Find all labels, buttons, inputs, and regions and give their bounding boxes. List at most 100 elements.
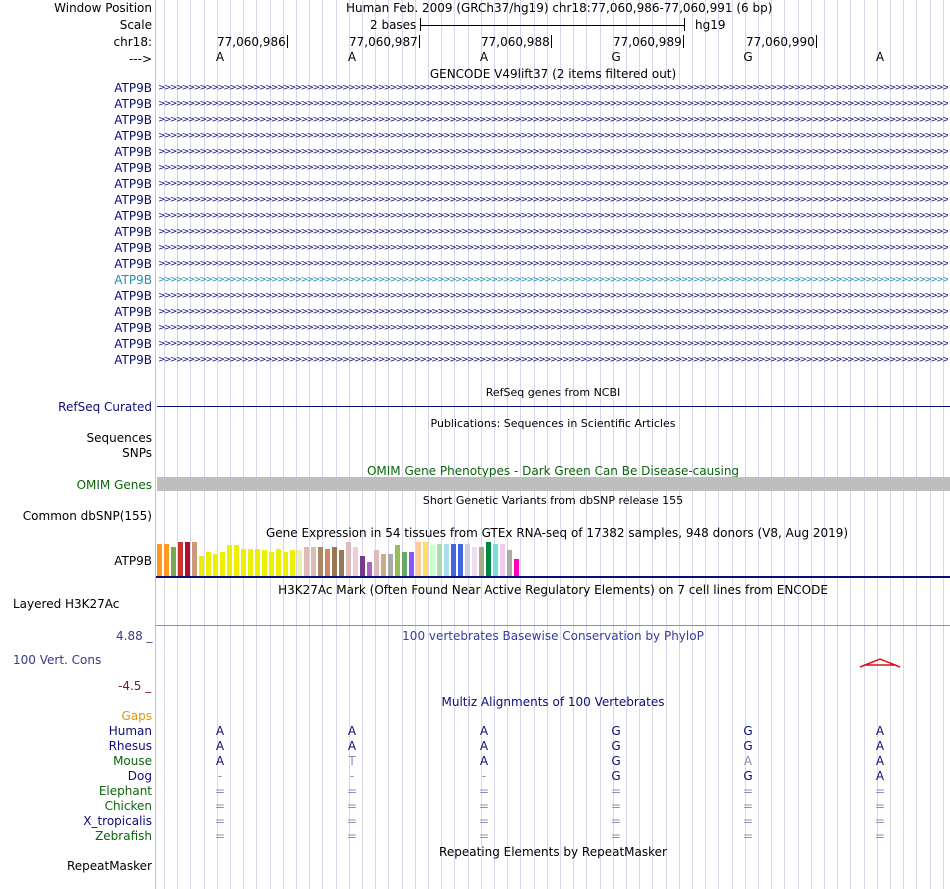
gaps-label[interactable]: Gaps: [121, 709, 152, 723]
gtex-tissue-bar[interactable]: [283, 552, 288, 576]
gtex-tissue-bar[interactable]: [290, 550, 295, 576]
gtex-tissue-bar[interactable]: [157, 544, 162, 576]
multiz-species-label[interactable]: Rhesus: [108, 739, 152, 753]
gencode-gene-label[interactable]: ATP9B: [114, 161, 152, 175]
multiz-species-label[interactable]: Elephant: [98, 784, 152, 798]
gtex-tissue-bar[interactable]: [325, 549, 330, 576]
refseq-gene-line[interactable]: [157, 406, 950, 407]
gencode-gene-label[interactable]: ATP9B: [114, 257, 152, 271]
gtex-tissue-bar[interactable]: [514, 559, 519, 576]
gencode-transcript[interactable]: >>>>>>>>>>>>>>>>>>>>>>>>>>>>>>>>>>>>>>>>…: [158, 244, 948, 253]
gtex-tissue-bar[interactable]: [409, 552, 414, 576]
dbsnp-label[interactable]: Common dbSNP(155): [22, 509, 152, 523]
gencode-gene-label[interactable]: ATP9B: [114, 225, 152, 239]
gtex-tissue-bar[interactable]: [486, 542, 491, 576]
gtex-tissue-bar[interactable]: [255, 549, 260, 576]
gtex-tissue-bar[interactable]: [297, 550, 302, 576]
gencode-gene-label[interactable]: ATP9B: [114, 193, 152, 207]
refseq-label[interactable]: RefSeq Curated: [58, 400, 152, 414]
gencode-transcript[interactable]: >>>>>>>>>>>>>>>>>>>>>>>>>>>>>>>>>>>>>>>>…: [158, 340, 948, 349]
gtex-tissue-bar[interactable]: [444, 544, 449, 576]
multiz-species-label[interactable]: Mouse: [113, 754, 152, 768]
gencode-transcript[interactable]: >>>>>>>>>>>>>>>>>>>>>>>>>>>>>>>>>>>>>>>>…: [158, 324, 948, 333]
gtex-tissue-bar[interactable]: [332, 547, 337, 576]
gencode-transcript[interactable]: >>>>>>>>>>>>>>>>>>>>>>>>>>>>>>>>>>>>>>>>…: [158, 100, 948, 109]
gtex-tissue-bar[interactable]: [234, 545, 239, 576]
gencode-gene-label[interactable]: ATP9B: [114, 321, 152, 335]
gtex-tissue-bar[interactable]: [360, 556, 365, 576]
gtex-tissue-bar[interactable]: [164, 544, 169, 576]
h3k27ac-label[interactable]: Layered H3K27Ac: [13, 597, 120, 611]
gtex-tissue-bar[interactable]: [353, 547, 358, 576]
gtex-label[interactable]: ATP9B: [114, 554, 152, 568]
gtex-tissue-bar[interactable]: [269, 552, 274, 576]
gencode-transcript[interactable]: >>>>>>>>>>>>>>>>>>>>>>>>>>>>>>>>>>>>>>>>…: [158, 116, 948, 125]
repeatmasker-label[interactable]: RepeatMasker: [66, 859, 152, 873]
gencode-transcript[interactable]: >>>>>>>>>>>>>>>>>>>>>>>>>>>>>>>>>>>>>>>>…: [158, 276, 948, 285]
gtex-tissue-bar[interactable]: [346, 542, 351, 576]
gtex-tissue-bar[interactable]: [402, 552, 407, 576]
gtex-tissue-bar[interactable]: [199, 556, 204, 576]
gencode-gene-label[interactable]: ATP9B: [114, 337, 152, 351]
gtex-tissue-bar[interactable]: [276, 549, 281, 576]
gtex-tissue-bar[interactable]: [479, 547, 484, 576]
gencode-transcript[interactable]: >>>>>>>>>>>>>>>>>>>>>>>>>>>>>>>>>>>>>>>>…: [158, 228, 948, 237]
gencode-gene-label[interactable]: ATP9B: [114, 273, 152, 287]
gtex-tissue-bar[interactable]: [304, 547, 309, 576]
gtex-tissue-bar[interactable]: [241, 549, 246, 576]
gtex-tissue-bar[interactable]: [311, 547, 316, 576]
gencode-transcript[interactable]: >>>>>>>>>>>>>>>>>>>>>>>>>>>>>>>>>>>>>>>>…: [158, 212, 948, 221]
gtex-tissue-bar[interactable]: [437, 544, 442, 576]
gtex-tissue-bar[interactable]: [248, 549, 253, 576]
gtex-tissue-bar[interactable]: [339, 550, 344, 576]
sequences-label[interactable]: Sequences: [86, 431, 152, 445]
gencode-gene-label[interactable]: ATP9B: [114, 305, 152, 319]
gencode-gene-label[interactable]: ATP9B: [114, 209, 152, 223]
gencode-transcript[interactable]: >>>>>>>>>>>>>>>>>>>>>>>>>>>>>>>>>>>>>>>>…: [158, 196, 948, 205]
gtex-tissue-bar[interactable]: [318, 547, 323, 576]
gtex-tissue-bar[interactable]: [374, 550, 379, 576]
omim-gene-bar[interactable]: [157, 477, 950, 491]
gtex-tissue-bar[interactable]: [220, 552, 225, 576]
gtex-tissue-bar[interactable]: [451, 544, 456, 576]
omim-label[interactable]: OMIM Genes: [76, 478, 152, 492]
gencode-transcript[interactable]: >>>>>>>>>>>>>>>>>>>>>>>>>>>>>>>>>>>>>>>>…: [158, 148, 948, 157]
gtex-tissue-bar[interactable]: [367, 562, 372, 576]
gtex-tissue-bar[interactable]: [262, 550, 267, 576]
gtex-tissue-bar[interactable]: [381, 554, 386, 576]
gencode-transcript[interactable]: >>>>>>>>>>>>>>>>>>>>>>>>>>>>>>>>>>>>>>>>…: [158, 180, 948, 189]
gtex-tissue-bar[interactable]: [213, 554, 218, 576]
gtex-tissue-bar[interactable]: [416, 542, 421, 576]
gtex-tissue-bar[interactable]: [430, 545, 435, 576]
gencode-gene-label[interactable]: ATP9B: [114, 81, 152, 95]
snps-label[interactable]: SNPs: [122, 446, 152, 460]
gtex-tissue-bar[interactable]: [493, 544, 498, 576]
multiz-species-label[interactable]: Human: [108, 724, 152, 738]
gencode-gene-label[interactable]: ATP9B: [114, 129, 152, 143]
gtex-tissue-bar[interactable]: [388, 554, 393, 576]
gtex-tissue-bar[interactable]: [472, 547, 477, 576]
gencode-gene-label[interactable]: ATP9B: [114, 289, 152, 303]
gencode-transcript[interactable]: >>>>>>>>>>>>>>>>>>>>>>>>>>>>>>>>>>>>>>>>…: [158, 292, 948, 301]
multiz-species-label[interactable]: Chicken: [104, 799, 152, 813]
multiz-species-label[interactable]: Dog: [127, 769, 152, 783]
gtex-tissue-bar[interactable]: [465, 544, 470, 576]
multiz-species-label[interactable]: X_tropicalis: [83, 814, 152, 828]
gencode-transcript[interactable]: >>>>>>>>>>>>>>>>>>>>>>>>>>>>>>>>>>>>>>>>…: [158, 308, 948, 317]
gtex-tissue-bar[interactable]: [395, 545, 400, 576]
gencode-transcript[interactable]: >>>>>>>>>>>>>>>>>>>>>>>>>>>>>>>>>>>>>>>>…: [158, 260, 948, 269]
gtex-tissue-bar[interactable]: [178, 542, 183, 576]
gencode-transcript[interactable]: >>>>>>>>>>>>>>>>>>>>>>>>>>>>>>>>>>>>>>>>…: [158, 84, 948, 93]
phylop-label[interactable]: 100 Vert. Cons: [13, 653, 102, 667]
gtex-tissue-bar[interactable]: [192, 542, 197, 576]
gtex-tissue-bar[interactable]: [423, 542, 428, 576]
gtex-tissue-bar[interactable]: [185, 542, 190, 576]
gtex-tissue-bar[interactable]: [171, 547, 176, 576]
gtex-tissue-bar[interactable]: [227, 545, 232, 576]
gencode-gene-label[interactable]: ATP9B: [114, 145, 152, 159]
gencode-gene-label[interactable]: ATP9B: [114, 177, 152, 191]
gtex-tissue-bar[interactable]: [458, 544, 463, 576]
gencode-transcript[interactable]: >>>>>>>>>>>>>>>>>>>>>>>>>>>>>>>>>>>>>>>>…: [158, 356, 948, 365]
gencode-gene-label[interactable]: ATP9B: [114, 353, 152, 367]
gencode-transcript[interactable]: >>>>>>>>>>>>>>>>>>>>>>>>>>>>>>>>>>>>>>>>…: [158, 132, 948, 141]
